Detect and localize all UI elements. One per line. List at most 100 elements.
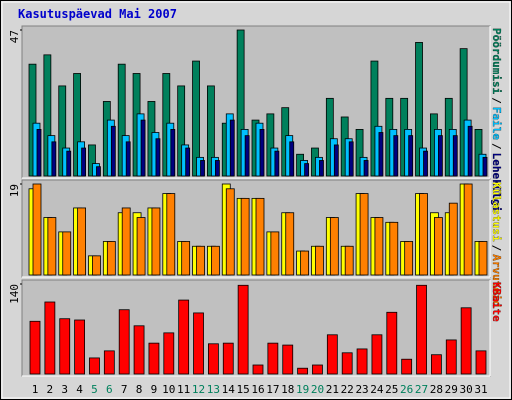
bar [374, 217, 384, 276]
bar [92, 255, 101, 276]
bar [252, 364, 264, 375]
bar [59, 318, 71, 375]
bar [140, 119, 146, 177]
bar [96, 166, 101, 177]
x-tick-label: 22 [341, 383, 354, 396]
bar [240, 197, 250, 276]
bar [370, 60, 379, 177]
bar [43, 54, 52, 177]
bar [89, 357, 100, 375]
bar [178, 299, 190, 375]
bar [363, 160, 369, 177]
bar [125, 141, 131, 177]
bar [478, 241, 488, 276]
bar [62, 231, 72, 276]
bar [401, 358, 413, 375]
bar [416, 284, 427, 375]
y-tick-label: 140 [8, 284, 21, 304]
bar [359, 193, 369, 276]
bar [326, 334, 338, 375]
bar [103, 350, 115, 375]
bar [312, 364, 323, 375]
bar [266, 113, 275, 177]
x-tick-label: 28 [430, 383, 443, 396]
bar [58, 85, 67, 177]
bar [185, 147, 191, 177]
bar [270, 231, 280, 276]
legend: KBaite [490, 282, 503, 322]
bar [222, 342, 234, 375]
bar [77, 207, 86, 276]
bar [285, 212, 295, 276]
bar [344, 245, 354, 276]
chart-title: Kasutuspäevad Mai 2007 [18, 7, 177, 21]
bar [274, 150, 280, 177]
bar [51, 141, 57, 177]
bar [166, 193, 176, 276]
bar [29, 320, 41, 375]
bar [348, 141, 354, 177]
bar [193, 312, 204, 375]
bar [177, 85, 186, 177]
bar [460, 307, 472, 375]
x-tick-label: 17 [266, 383, 279, 396]
x-tick-label: 5 [91, 383, 98, 396]
bar [196, 245, 205, 276]
x-tick-label: 25 [385, 383, 398, 396]
bar [192, 60, 200, 177]
bar [121, 207, 131, 276]
bar [206, 85, 215, 177]
x-tick-label: 29 [445, 383, 458, 396]
bar [430, 354, 442, 375]
x-tick-label: 12 [192, 383, 205, 396]
bar [155, 138, 161, 177]
bar [356, 348, 368, 375]
bar [210, 245, 220, 276]
bar [282, 344, 294, 375]
bar [259, 129, 265, 177]
bar [267, 342, 279, 375]
bar [445, 339, 457, 375]
bar [73, 73, 81, 177]
x-tick-label: 24 [370, 383, 384, 396]
bar [106, 241, 116, 276]
x-tick-label: 27 [415, 383, 428, 396]
legend-separator: / [490, 245, 503, 252]
bar [181, 241, 191, 276]
bar [333, 144, 339, 177]
bar [475, 350, 487, 375]
legend: Külastusi / Arvuteid [490, 182, 503, 307]
x-tick-label: 8 [136, 383, 143, 396]
x-tick-label: 20 [311, 383, 324, 396]
bar [170, 129, 176, 177]
bar [467, 125, 473, 177]
x-tick-label: 4 [76, 383, 83, 396]
bar [229, 119, 235, 177]
bar [315, 245, 324, 276]
bar [151, 207, 161, 276]
bar [304, 163, 310, 177]
bar [371, 334, 383, 375]
x-tick-label: 7 [121, 383, 128, 396]
bar [463, 183, 473, 276]
bar [329, 217, 339, 276]
legend-entry: Faile [490, 107, 503, 140]
bar [117, 63, 126, 177]
bar [148, 342, 160, 375]
x-tick-label: 6 [106, 383, 113, 396]
x-tick-label: 13 [207, 383, 220, 396]
bar [32, 183, 42, 276]
bar [393, 135, 399, 177]
bar [207, 343, 219, 375]
legend-entry: KBaite [490, 282, 503, 322]
bar [133, 325, 145, 375]
legend-entry: Pöördumisi [490, 28, 503, 95]
x-tick-label: 10 [162, 383, 175, 396]
x-tick-label: 31 [474, 383, 487, 396]
bar [389, 221, 399, 276]
bar [386, 311, 398, 375]
bar [200, 160, 205, 177]
bar [452, 135, 458, 177]
bar [289, 141, 295, 177]
